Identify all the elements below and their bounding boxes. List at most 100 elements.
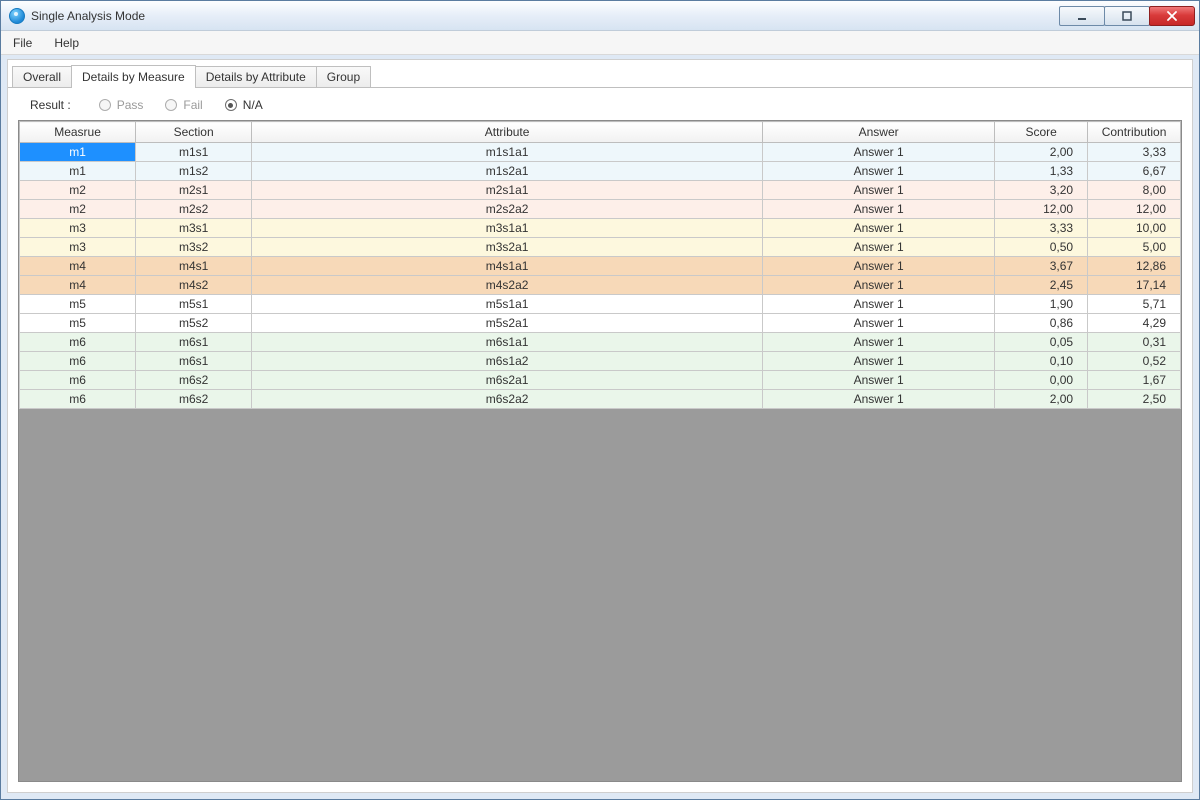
cell: 5,71: [1088, 295, 1181, 314]
cell: 8,00: [1088, 181, 1181, 200]
table-row[interactable]: m3m3s2m3s2a1Answer 10,505,00: [20, 238, 1181, 257]
cell: 0,10: [995, 352, 1088, 371]
cell: m3: [20, 219, 136, 238]
cell: 0,52: [1088, 352, 1181, 371]
cell: m6: [20, 390, 136, 409]
cell: 1,67: [1088, 371, 1181, 390]
cell: 2,00: [995, 390, 1088, 409]
radio-label: Pass: [117, 98, 144, 112]
maximize-button[interactable]: [1104, 6, 1150, 26]
cell: m1s2a1: [252, 162, 763, 181]
cell: m4: [20, 257, 136, 276]
table-row[interactable]: m5m5s1m5s1a1Answer 11,905,71: [20, 295, 1181, 314]
table-row[interactable]: m1m1s2m1s2a1Answer 11,336,67: [20, 162, 1181, 181]
table-row[interactable]: m2m2s1m2s1a1Answer 13,208,00: [20, 181, 1181, 200]
cell: 0,86: [995, 314, 1088, 333]
col-header-attribute[interactable]: Attribute: [252, 122, 763, 143]
table-row[interactable]: m2m2s2m2s2a2Answer 112,0012,00: [20, 200, 1181, 219]
cell: m4: [20, 276, 136, 295]
cell: 1,33: [995, 162, 1088, 181]
cell: 5,00: [1088, 238, 1181, 257]
col-header-measrue[interactable]: Measrue: [20, 122, 136, 143]
cell: 2,50: [1088, 390, 1181, 409]
cell: 3,33: [995, 219, 1088, 238]
cell: 4,29: [1088, 314, 1181, 333]
cell: m2s1: [136, 181, 252, 200]
cell: m6s2a1: [252, 371, 763, 390]
table-row[interactable]: m6m6s2m6s2a1Answer 10,001,67: [20, 371, 1181, 390]
cell: m6: [20, 352, 136, 371]
table-row[interactable]: m6m6s1m6s1a2Answer 10,100,52: [20, 352, 1181, 371]
minimize-button[interactable]: [1059, 6, 1105, 26]
menu-help[interactable]: Help: [50, 34, 83, 52]
table-row[interactable]: m1m1s1m1s1a1Answer 12,003,33: [20, 143, 1181, 162]
tab-strip: OverallDetails by MeasureDetails by Attr…: [8, 60, 1192, 88]
tab-details-by-measure[interactable]: Details by Measure: [71, 65, 196, 88]
radio-dot-icon: [225, 99, 237, 111]
tab-group[interactable]: Group: [316, 66, 371, 87]
cell: m6s2: [136, 390, 252, 409]
cell: Answer 1: [763, 143, 995, 162]
menubar: File Help: [1, 31, 1199, 55]
cell: Answer 1: [763, 181, 995, 200]
cell: 6,67: [1088, 162, 1181, 181]
close-button[interactable]: [1149, 6, 1195, 26]
cell: Answer 1: [763, 238, 995, 257]
cell: m2s1a1: [252, 181, 763, 200]
cell: 0,31: [1088, 333, 1181, 352]
cell: m2s2: [136, 200, 252, 219]
cell: m4s1: [136, 257, 252, 276]
table-row[interactable]: m3m3s1m3s1a1Answer 13,3310,00: [20, 219, 1181, 238]
table-row[interactable]: m6m6s1m6s1a1Answer 10,050,31: [20, 333, 1181, 352]
cell: m3s2a1: [252, 238, 763, 257]
col-header-answer[interactable]: Answer: [763, 122, 995, 143]
result-filter-row: Result : Pass Fail N/A: [8, 88, 1192, 120]
window-title: Single Analysis Mode: [31, 9, 145, 23]
cell: m1s1: [136, 143, 252, 162]
data-table: MeasrueSectionAttributeAnswerScoreContri…: [19, 121, 1181, 409]
cell: m2s2a2: [252, 200, 763, 219]
tab-overall[interactable]: Overall: [12, 66, 72, 87]
result-radio-na[interactable]: N/A: [225, 98, 263, 112]
table-body: m1m1s1m1s1a1Answer 12,003,33m1m1s2m1s2a1…: [20, 143, 1181, 409]
cell: m1: [20, 143, 136, 162]
cell: m4s2a2: [252, 276, 763, 295]
content-panel: OverallDetails by MeasureDetails by Attr…: [7, 59, 1193, 793]
cell: m6s2: [136, 371, 252, 390]
cell: 1,90: [995, 295, 1088, 314]
cell: m1s1a1: [252, 143, 763, 162]
cell: m1: [20, 162, 136, 181]
result-label: Result :: [30, 98, 71, 112]
cell: m5: [20, 295, 136, 314]
cell: Answer 1: [763, 276, 995, 295]
table-row[interactable]: m5m5s2m5s2a1Answer 10,864,29: [20, 314, 1181, 333]
cell: m4s2: [136, 276, 252, 295]
table-row[interactable]: m4m4s1m4s1a1Answer 13,6712,86: [20, 257, 1181, 276]
table-header-row: MeasrueSectionAttributeAnswerScoreContri…: [20, 122, 1181, 143]
col-header-score[interactable]: Score: [995, 122, 1088, 143]
cell: Answer 1: [763, 352, 995, 371]
cell: m3s1: [136, 219, 252, 238]
cell: m4s1a1: [252, 257, 763, 276]
cell: m5s1a1: [252, 295, 763, 314]
cell: Answer 1: [763, 295, 995, 314]
result-radiogroup: Pass Fail N/A: [99, 98, 263, 112]
col-header-contribution[interactable]: Contribution: [1088, 122, 1181, 143]
table-row[interactable]: m4m4s2m4s2a2Answer 12,4517,14: [20, 276, 1181, 295]
cell: 10,00: [1088, 219, 1181, 238]
table-row[interactable]: m6m6s2m6s2a2Answer 12,002,50: [20, 390, 1181, 409]
app-window: Single Analysis Mode File Help OverallDe…: [0, 0, 1200, 800]
col-header-section[interactable]: Section: [136, 122, 252, 143]
cell: m6s1a2: [252, 352, 763, 371]
menu-file[interactable]: File: [9, 34, 36, 52]
cell: m6s1a1: [252, 333, 763, 352]
cell: 0,00: [995, 371, 1088, 390]
cell: Answer 1: [763, 390, 995, 409]
cell: m2: [20, 181, 136, 200]
table-empty-area: [19, 409, 1181, 781]
tab-details-by-attribute[interactable]: Details by Attribute: [195, 66, 317, 87]
result-radio-pass[interactable]: Pass: [99, 98, 144, 112]
result-radio-fail[interactable]: Fail: [165, 98, 202, 112]
cell: 17,14: [1088, 276, 1181, 295]
cell: 2,45: [995, 276, 1088, 295]
